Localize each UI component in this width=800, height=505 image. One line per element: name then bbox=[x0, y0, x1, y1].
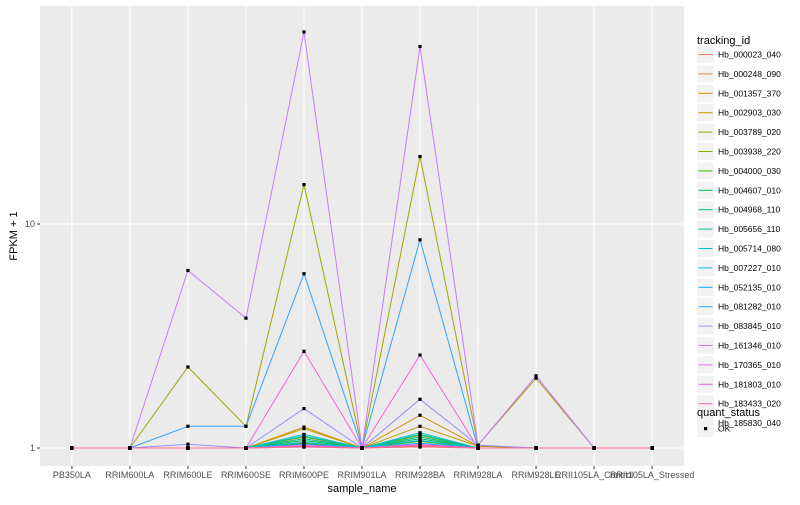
data-point bbox=[418, 353, 422, 357]
data-point bbox=[128, 446, 132, 450]
data-point bbox=[302, 182, 306, 187]
data-point bbox=[418, 44, 422, 49]
legend-label: Hb_001357_370 bbox=[718, 88, 781, 98]
x-tick-label: RRII105LA_Stressed bbox=[610, 470, 695, 480]
data-point bbox=[186, 446, 190, 450]
y-tick-label: 10 bbox=[25, 219, 35, 229]
x-tick-label: RRIM600SE bbox=[221, 470, 271, 480]
data-point bbox=[302, 445, 306, 449]
data-point bbox=[476, 446, 480, 450]
data-point bbox=[650, 446, 654, 450]
x-tick-label: RRIM928LA bbox=[454, 470, 503, 480]
data-point bbox=[418, 413, 422, 417]
data-point bbox=[186, 268, 190, 273]
data-point bbox=[70, 446, 74, 450]
legend-label: Hb_000248_090 bbox=[718, 69, 781, 79]
data-point bbox=[418, 424, 422, 428]
legend-label: Hb_052135_010 bbox=[718, 282, 781, 292]
y-tick-label: 1 bbox=[30, 443, 35, 453]
legend-label: Hb_081282_010 bbox=[718, 302, 781, 312]
x-tick-label: RRIM600PE bbox=[279, 470, 329, 480]
y-axis-title: FPKM + 1 bbox=[8, 211, 20, 260]
data-point bbox=[418, 437, 422, 441]
legend-title-colour: tracking_id bbox=[697, 35, 750, 47]
data-point bbox=[418, 238, 422, 242]
data-point bbox=[302, 432, 306, 437]
legend-key-point bbox=[704, 427, 708, 431]
data-point bbox=[302, 349, 306, 353]
data-point bbox=[302, 272, 306, 276]
legend-label: Hb_004607_010 bbox=[718, 185, 781, 195]
data-point bbox=[418, 435, 422, 439]
data-point bbox=[302, 427, 306, 431]
x-tick-label: PB350LA bbox=[53, 470, 91, 480]
data-point bbox=[418, 438, 422, 443]
x-tick-label: RRIM928LE bbox=[512, 470, 561, 480]
legend-label: Hb_004000_030 bbox=[718, 166, 781, 176]
x-tick-label: RRIM600LA bbox=[105, 470, 154, 480]
data-point bbox=[302, 30, 306, 34]
data-point bbox=[186, 365, 190, 369]
data-point bbox=[360, 446, 364, 450]
x-tick-label: RRIM901LA bbox=[337, 470, 386, 480]
data-point bbox=[244, 424, 248, 428]
data-point bbox=[302, 434, 306, 438]
legend-label: Hb_161346_010 bbox=[718, 341, 781, 351]
legend-label: Hb_170365_010 bbox=[718, 360, 781, 370]
data-point bbox=[302, 438, 306, 443]
x-axis-title: sample_name bbox=[327, 483, 396, 495]
data-point bbox=[592, 446, 596, 450]
legend-label: Hb_005714_080 bbox=[718, 244, 781, 254]
data-point bbox=[476, 443, 480, 447]
legend-label: OK bbox=[718, 424, 731, 434]
legend-title-shape: quant_status bbox=[697, 407, 760, 419]
data-point bbox=[244, 446, 248, 450]
data-point bbox=[302, 406, 306, 411]
data-point bbox=[418, 431, 422, 435]
data-point bbox=[186, 442, 190, 446]
x-tick-label: RRII105LA_Control bbox=[555, 470, 633, 480]
data-point bbox=[302, 440, 306, 444]
x-tick-label: RRIM928BA bbox=[395, 470, 445, 480]
legend-label: Hb_002903_030 bbox=[718, 108, 781, 118]
data-point bbox=[186, 424, 190, 428]
legend-label: Hb_007227_010 bbox=[718, 263, 781, 273]
data-point bbox=[244, 316, 248, 320]
data-point bbox=[302, 437, 306, 441]
data-point bbox=[534, 374, 538, 378]
x-tick-label: RRIM600LE bbox=[163, 470, 212, 480]
legend-label: Hb_181803_010 bbox=[718, 379, 781, 389]
data-point bbox=[418, 154, 422, 159]
legend-label: Hb_003789_020 bbox=[718, 127, 781, 137]
data-point bbox=[418, 432, 422, 437]
legend-label: Hb_000023_040 bbox=[718, 50, 781, 60]
data-point bbox=[418, 397, 422, 401]
data-point bbox=[534, 446, 538, 450]
legend-label: Hb_004968_110 bbox=[718, 205, 781, 215]
legend-label: Hb_003938_220 bbox=[718, 147, 781, 157]
data-point bbox=[418, 444, 422, 448]
legend-label: Hb_183433_020 bbox=[718, 399, 781, 409]
data-point bbox=[534, 376, 538, 380]
legend-label: Hb_005656_110 bbox=[718, 224, 781, 234]
legend-label: Hb_185830_040 bbox=[718, 418, 781, 428]
legend-label: Hb_083845_010 bbox=[718, 321, 781, 331]
